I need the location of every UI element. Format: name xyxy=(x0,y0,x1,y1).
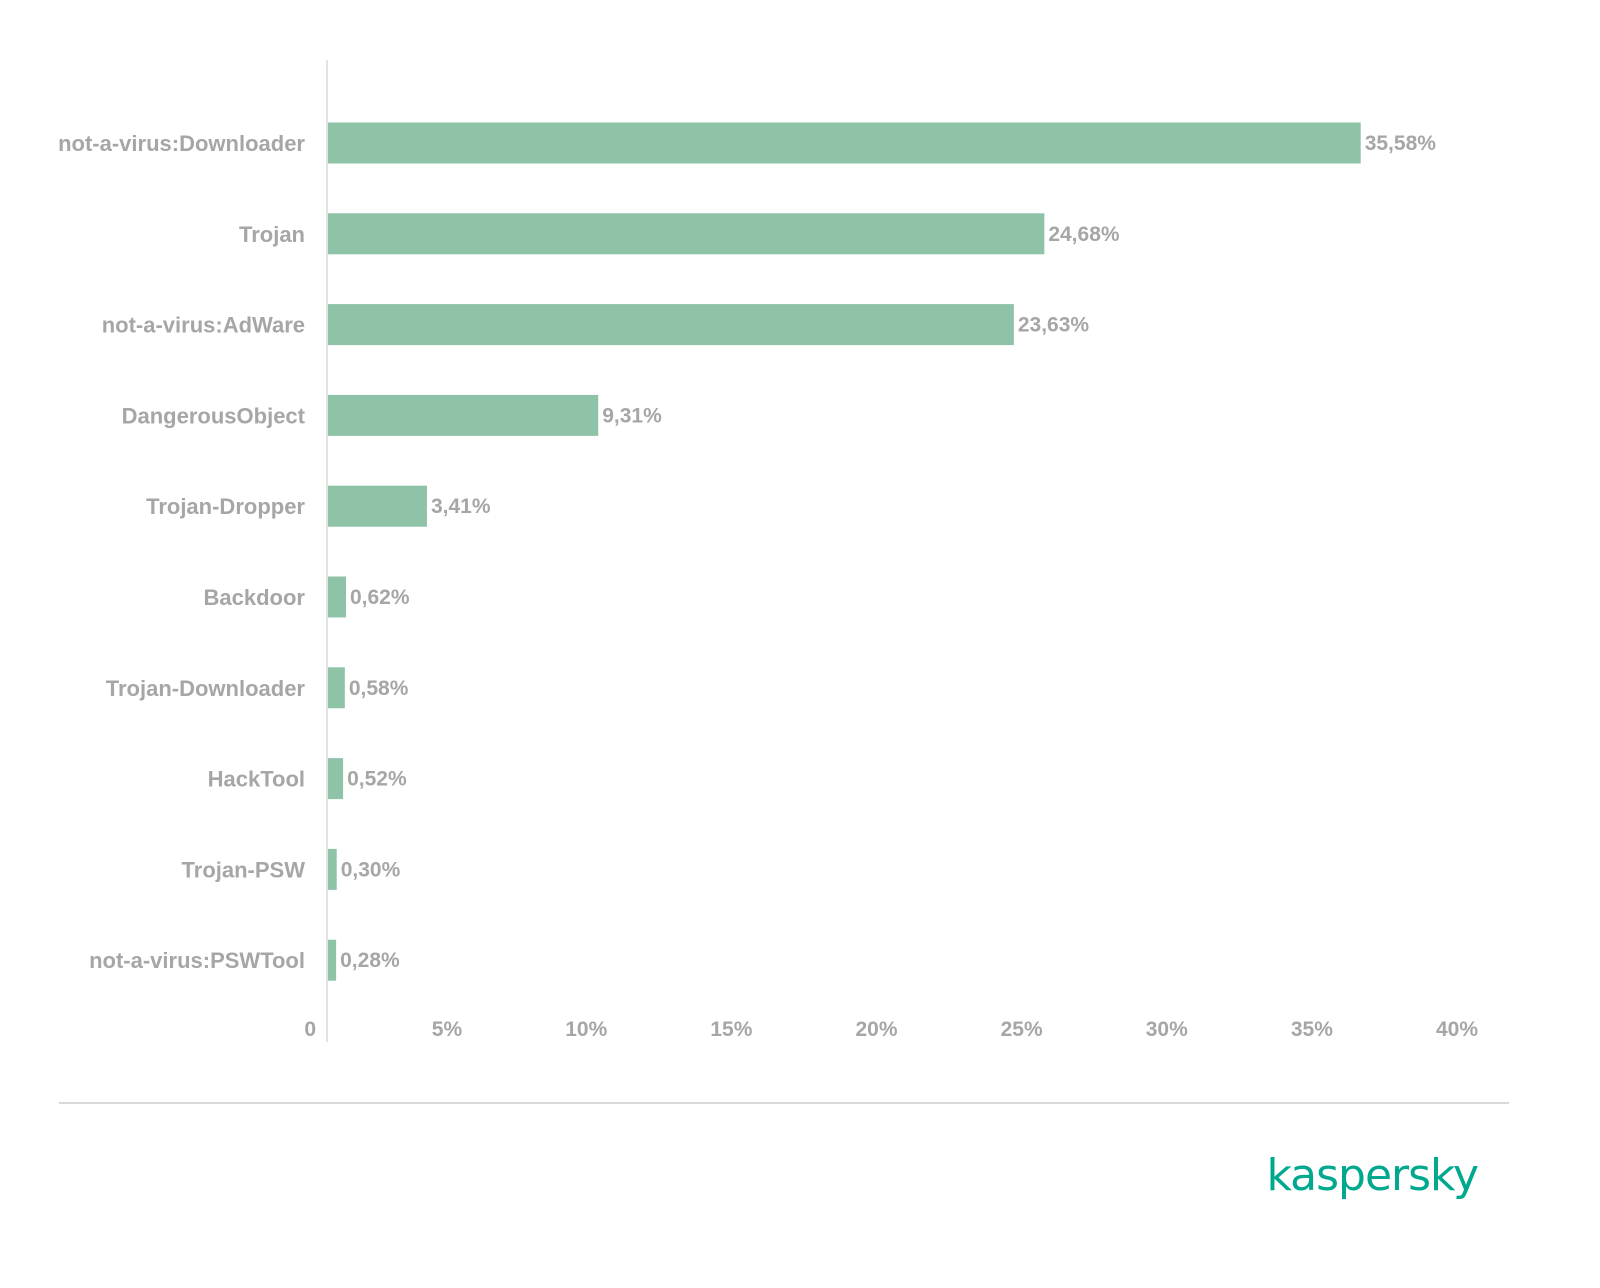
data-label: 0,62% xyxy=(350,586,410,609)
x-tick-label: 25% xyxy=(1001,1018,1043,1041)
category-label: Trojan-Downloader xyxy=(106,676,306,701)
x-tick-label: 10% xyxy=(565,1018,607,1041)
data-label: 3,41% xyxy=(431,495,491,518)
bar xyxy=(328,485,427,527)
category-label: Trojan xyxy=(239,222,305,247)
bar xyxy=(328,213,1045,255)
category-label: not-a-virus:AdWare xyxy=(102,313,305,338)
data-label: 35,58% xyxy=(1365,132,1437,155)
data-label: 23,63% xyxy=(1018,314,1090,337)
bar xyxy=(328,758,344,800)
bar xyxy=(328,394,599,436)
x-tick-label: 0 xyxy=(304,1018,316,1041)
x-tick-label: 5% xyxy=(432,1018,463,1041)
bar xyxy=(328,848,337,890)
data-label: 0,58% xyxy=(349,677,409,700)
bar xyxy=(328,939,337,981)
x-tick-label: 30% xyxy=(1146,1018,1188,1041)
category-label: Trojan-PSW xyxy=(182,857,306,882)
data-label: 9,31% xyxy=(602,404,662,427)
bar xyxy=(328,304,1014,346)
category-label: not-a-virus:Downloader xyxy=(58,131,305,156)
bar xyxy=(328,122,1361,164)
x-tick-label: 20% xyxy=(855,1018,897,1041)
category-label: not-a-virus:PSWTool xyxy=(89,948,305,973)
bar xyxy=(328,667,345,709)
kaspersky-logo: kaspersky xyxy=(1266,1150,1479,1201)
x-tick-label: 15% xyxy=(710,1018,752,1041)
data-label: 0,28% xyxy=(340,949,400,972)
x-tick-label: 40% xyxy=(1436,1018,1478,1041)
bar xyxy=(328,576,346,618)
data-label: 24,68% xyxy=(1048,223,1120,246)
category-label: DangerousObject xyxy=(122,403,306,428)
category-label: HackTool xyxy=(208,767,305,792)
category-label: Trojan-Dropper xyxy=(146,494,305,519)
category-label: Backdoor xyxy=(204,585,306,610)
x-tick-label: 35% xyxy=(1291,1018,1333,1041)
data-label: 0,30% xyxy=(341,858,401,881)
data-label: 0,52% xyxy=(347,768,407,791)
